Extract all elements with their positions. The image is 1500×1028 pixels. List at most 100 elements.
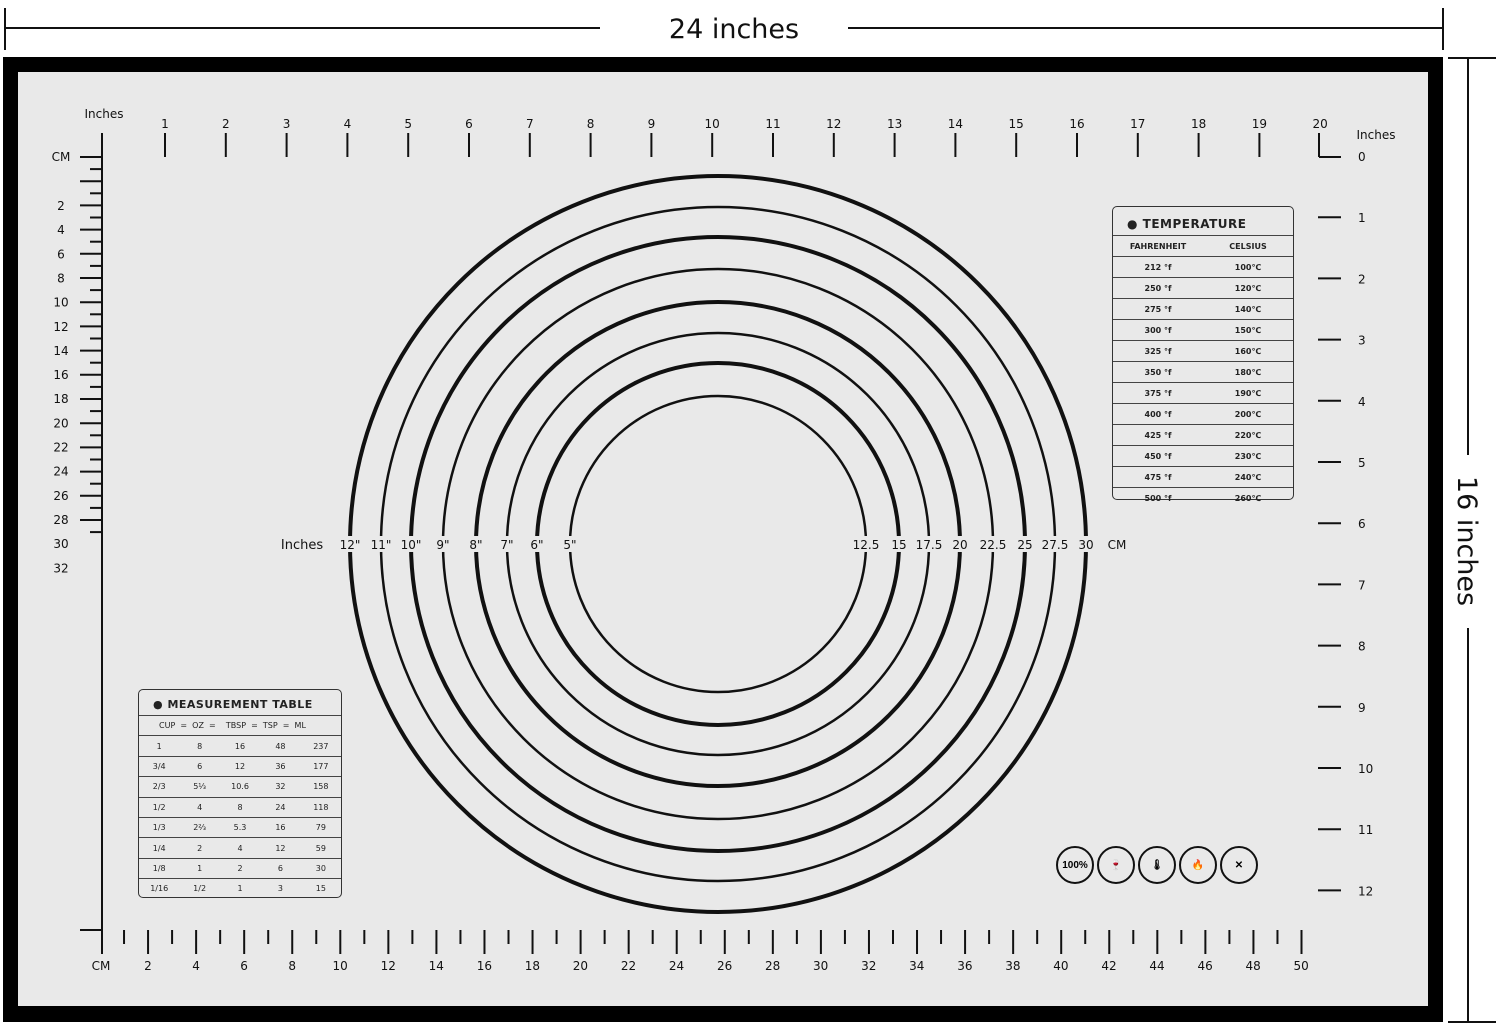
circle-inch-label: 10"	[401, 538, 422, 552]
fahrenheit-cell: 250 °f	[1144, 283, 1172, 293]
measurement-cell: 1/2	[193, 884, 207, 894]
measurement-cell: 237	[313, 741, 329, 751]
measurement-cell: 2⅔	[193, 823, 207, 833]
top-ruler-label: 20	[1313, 117, 1328, 131]
measurement-cell: 12	[234, 761, 246, 771]
fahrenheit-cell: 500 °f	[1144, 493, 1172, 503]
circle-cm-label: 27.5	[1042, 538, 1069, 552]
bottom-ruler-label: 34	[909, 959, 924, 973]
table-row: 3/4 6 12 36 177	[139, 755, 341, 776]
measurement-cell: 12	[275, 843, 286, 853]
left-ruler-label: 18	[53, 392, 68, 406]
table-row: 275 °f 140℃	[1113, 298, 1293, 319]
bottom-ruler-label: 8	[288, 959, 296, 973]
circle-inch-label: 6"	[530, 538, 543, 552]
top-ruler-label: 7	[526, 117, 534, 131]
bottom-ruler-label: 24	[669, 959, 684, 973]
top-ruler-label: 11	[765, 117, 780, 131]
measurement-cell: 1/16	[150, 884, 169, 894]
left-ruler-label: 26	[53, 489, 68, 503]
table-header: FAHRENHEIT CELSIUS	[1113, 235, 1293, 256]
celsius-cell: 190℃	[1234, 388, 1262, 398]
celsius-cell: 100℃	[1234, 262, 1262, 272]
measurement-cell: 1/2	[152, 802, 166, 812]
measurement-cell: 6	[277, 863, 283, 873]
circle-inch-label: 8"	[469, 538, 482, 552]
table-row: 2/3 5⅓ 10.6 32 158	[139, 776, 341, 796]
left-ruler-label: 6	[57, 247, 65, 261]
top-ruler-label: 6	[465, 117, 473, 131]
top-ruler-label: 19	[1252, 117, 1267, 131]
celsius-cell: 200℃	[1234, 409, 1262, 419]
top-ruler-label: 13	[887, 117, 902, 131]
measurement-cell: 5⅓	[193, 782, 207, 792]
table-header: CUP = OZ = TBSP = TSP = ML	[139, 715, 341, 735]
measurement-header: CUP = OZ = TBSP = TSP = ML	[159, 721, 306, 731]
bottom-ruler-label: 32	[861, 959, 876, 973]
measurement-cell: 48	[275, 741, 286, 751]
bottom-ruler-label: 30	[813, 959, 828, 973]
table-row: 250 °f 120℃	[1113, 277, 1293, 298]
bottom-ruler-label: 44	[1149, 959, 1164, 973]
circle-inch-label: 9"	[436, 538, 449, 552]
measurement-cell: 16	[234, 741, 246, 751]
temperature-title: TEMPERATURE	[1142, 217, 1247, 231]
bottom-ruler-label: 16	[477, 959, 492, 973]
left-ruler-label: 12	[53, 320, 68, 334]
measurement-cell: 15	[315, 884, 326, 894]
table-row: 500 °f 260℃	[1113, 487, 1293, 508]
platinum-silicone-100-icon: 100%	[1056, 846, 1094, 884]
circle-cm-label: 30	[1078, 538, 1093, 552]
table-row: 1/2 4 8 24 118	[139, 796, 341, 817]
table-row: 425 °f 220℃	[1113, 424, 1293, 445]
right-ruler-label: 9	[1358, 701, 1366, 715]
top-ruler-label: 5	[404, 117, 412, 131]
fahrenheit-cell: 450 °f	[1144, 451, 1172, 461]
right-ruler-unit: Inches	[1357, 128, 1396, 142]
no-fire-icon: 🔥	[1179, 846, 1217, 884]
right-ruler-label: 5	[1358, 456, 1366, 470]
top-ruler-label: 2	[222, 117, 230, 131]
top-ruler-label: 15	[1009, 117, 1024, 131]
celsius-cell: 230℃	[1234, 451, 1262, 461]
measurement-cell: 10.6	[231, 782, 249, 792]
left-ruler-label: 4	[57, 223, 65, 237]
measurement-cell: 118	[313, 802, 329, 812]
food-safe-icon: 🍷	[1097, 846, 1135, 884]
bullet-icon: ●	[153, 698, 168, 711]
table-row: 1/8 1 2 6 30	[139, 857, 341, 878]
measurement-cell: 30	[315, 863, 326, 873]
measurement-table: ● MEASUREMENT TABLE CUP = OZ = TBSP = TS…	[138, 689, 342, 898]
bottom-ruler-label: 50	[1294, 959, 1309, 973]
circle-inch-label: 7"	[500, 538, 513, 552]
table-row: 450 °f 230℃	[1113, 445, 1293, 466]
top-ruler-label: 10	[705, 117, 720, 131]
fahrenheit-cell: 275 °f	[1144, 304, 1172, 314]
table-row: 375 °f 190℃	[1113, 382, 1293, 403]
table-row: 325 °f 160℃	[1113, 340, 1293, 361]
top-ruler-label: 14	[948, 117, 963, 131]
measurement-cell: 2	[237, 863, 243, 873]
bottom-ruler-label: 20	[573, 959, 588, 973]
bottom-ruler-label: 28	[765, 959, 780, 973]
bottom-ruler-label: 36	[957, 959, 972, 973]
measurement-cell: 4	[197, 802, 203, 812]
right-ruler-label: 6	[1358, 517, 1366, 531]
measurement-cell: 1/3	[152, 823, 166, 833]
left-ruler-label: 10	[53, 296, 68, 310]
table-row: 1/4 2 4 12 59	[139, 837, 341, 857]
left-ruler-label: 14	[53, 344, 68, 358]
bottom-ruler-label: 48	[1246, 959, 1261, 973]
measurement-cell: 4	[237, 843, 243, 853]
measurement-cell: 158	[313, 782, 329, 792]
top-ruler-unit: Inches	[85, 107, 124, 121]
measurement-cell: 1	[237, 884, 243, 894]
height-dimension	[1448, 57, 1496, 1023]
measurement-cell: 3/4	[152, 761, 166, 771]
fahrenheit-cell: 400 °f	[1144, 409, 1172, 419]
bottom-ruler-label: 6	[240, 959, 248, 973]
bottom-ruler-label: 4	[192, 959, 200, 973]
right-ruler-label: 12	[1358, 884, 1373, 898]
left-ruler-unit: CM	[52, 150, 71, 164]
circle-cm-label: 12.5	[853, 538, 880, 552]
